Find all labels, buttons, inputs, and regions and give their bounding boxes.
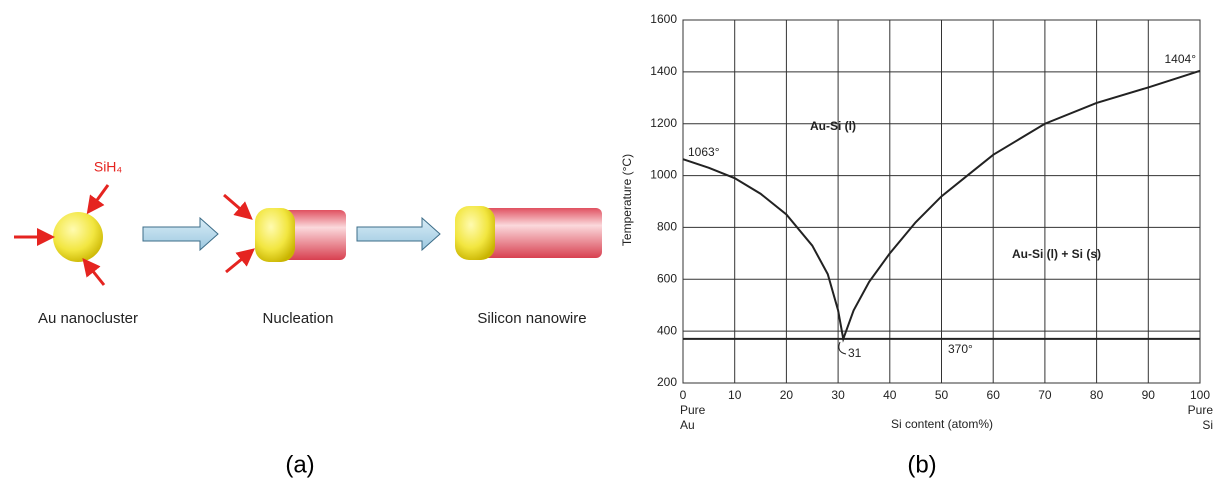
x-tick-label: 20 <box>780 388 794 402</box>
annotation: Au-Si (l) + Si (s) <box>1012 247 1101 261</box>
process-arrow <box>356 216 441 252</box>
y-tick-label: 200 <box>657 375 677 389</box>
step-label: Nucleation <box>263 310 334 327</box>
y-tick-label: 600 <box>657 271 677 285</box>
y-tick-label: 1400 <box>650 64 677 78</box>
x-tick-label: 50 <box>935 388 949 402</box>
x-tick-label: 0 <box>680 388 687 402</box>
silicon-segment <box>280 210 346 260</box>
step-label: Au nanocluster <box>38 310 138 327</box>
annotation: 370° <box>948 342 973 356</box>
arrow <box>225 248 255 274</box>
annotation: Pure <box>680 403 706 417</box>
x-tick-label: 10 <box>728 388 742 402</box>
annotation: 1063° <box>688 145 720 159</box>
arrow <box>86 184 110 215</box>
annotation: Pure <box>1188 403 1214 417</box>
annotation: 31 <box>848 346 862 360</box>
y-tick-label: 1200 <box>650 116 677 130</box>
x-tick-label: 30 <box>831 388 845 402</box>
curve <box>682 69 1201 343</box>
au-sphere <box>53 212 103 262</box>
annotation: Si <box>1202 418 1213 432</box>
y-tick-label: 1000 <box>650 168 677 182</box>
arrow <box>223 193 253 220</box>
y-tick-label: 800 <box>657 220 677 234</box>
x-tick-label: 100 <box>1190 388 1210 402</box>
x-tick-label: 90 <box>1142 388 1156 402</box>
arrow <box>82 257 106 286</box>
x-tick-label: 40 <box>883 388 897 402</box>
annotation: 1404° <box>1165 52 1197 66</box>
annotation: Au-Si (l) <box>810 119 856 133</box>
x-tick-label: 60 <box>987 388 1001 402</box>
process-arrow <box>142 216 219 252</box>
panel-label: (b) <box>907 451 936 478</box>
au-cap <box>455 206 495 260</box>
nanowire <box>478 208 602 258</box>
x-tick-label: 70 <box>1038 388 1052 402</box>
pointer <box>838 341 847 355</box>
diagram: SiH₄ Au nanocluster Nucleation Silicon n… <box>14 159 602 478</box>
y-axis-label: Temperature (°C) <box>620 154 634 246</box>
annotation: Au <box>680 418 695 432</box>
au-cap <box>255 208 295 262</box>
x-axis-label: Si content (atom%) <box>891 417 993 431</box>
panel-label: (a) <box>285 451 314 478</box>
reagent: SiH₄ <box>94 159 123 175</box>
x-tick-label: 80 <box>1090 388 1104 402</box>
y-tick-label: 400 <box>657 323 677 337</box>
y-tick-label: 1600 <box>650 12 677 26</box>
step-label: Silicon nanowire <box>477 310 586 327</box>
